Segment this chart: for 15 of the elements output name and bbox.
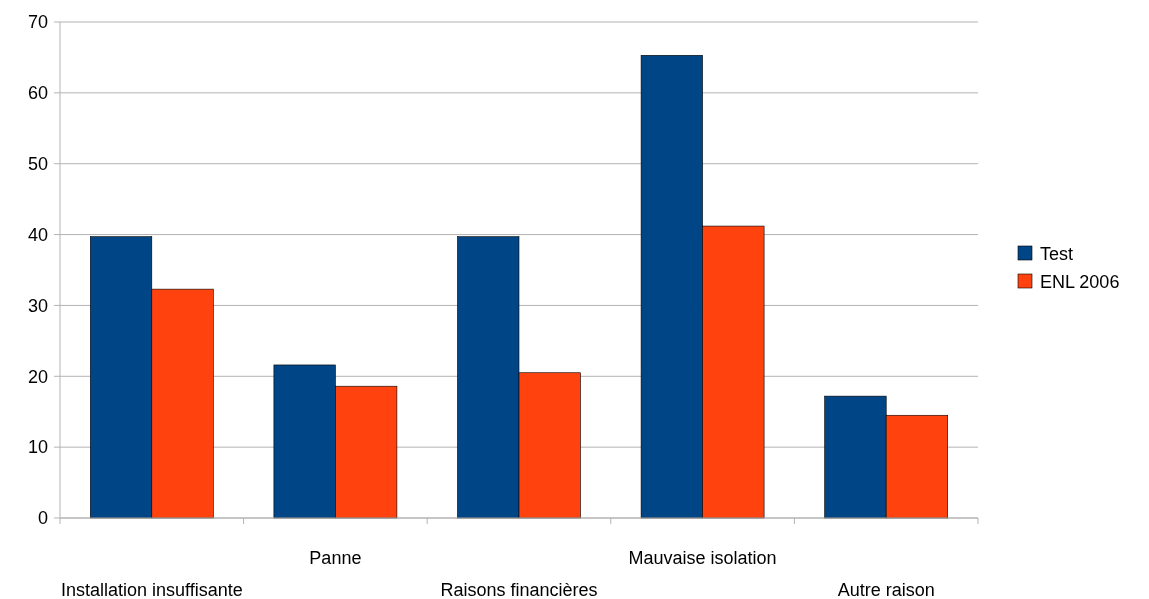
legend-label: Test	[1040, 244, 1074, 265]
y-tick-label: 50	[27, 154, 48, 175]
y-tick-label: 0	[37, 508, 48, 529]
y-tick-label: 60	[27, 83, 48, 104]
y-tick-label: 70	[27, 12, 48, 33]
legend-label: ENL 2006	[1040, 272, 1120, 293]
y-tick-label: 10	[27, 437, 48, 458]
y-tick-label: 40	[27, 224, 48, 245]
y-tick-label: 20	[27, 366, 48, 387]
x-tick-label: Panne	[309, 548, 362, 569]
x-tick-label: Installation insuffisante	[60, 580, 243, 599]
x-tick-label: Mauvaise isolation	[628, 548, 777, 569]
y-tick-label: 30	[27, 295, 48, 316]
x-tick-label: Raisons financières	[440, 580, 598, 599]
x-tick-label: Autre raison	[837, 580, 935, 599]
